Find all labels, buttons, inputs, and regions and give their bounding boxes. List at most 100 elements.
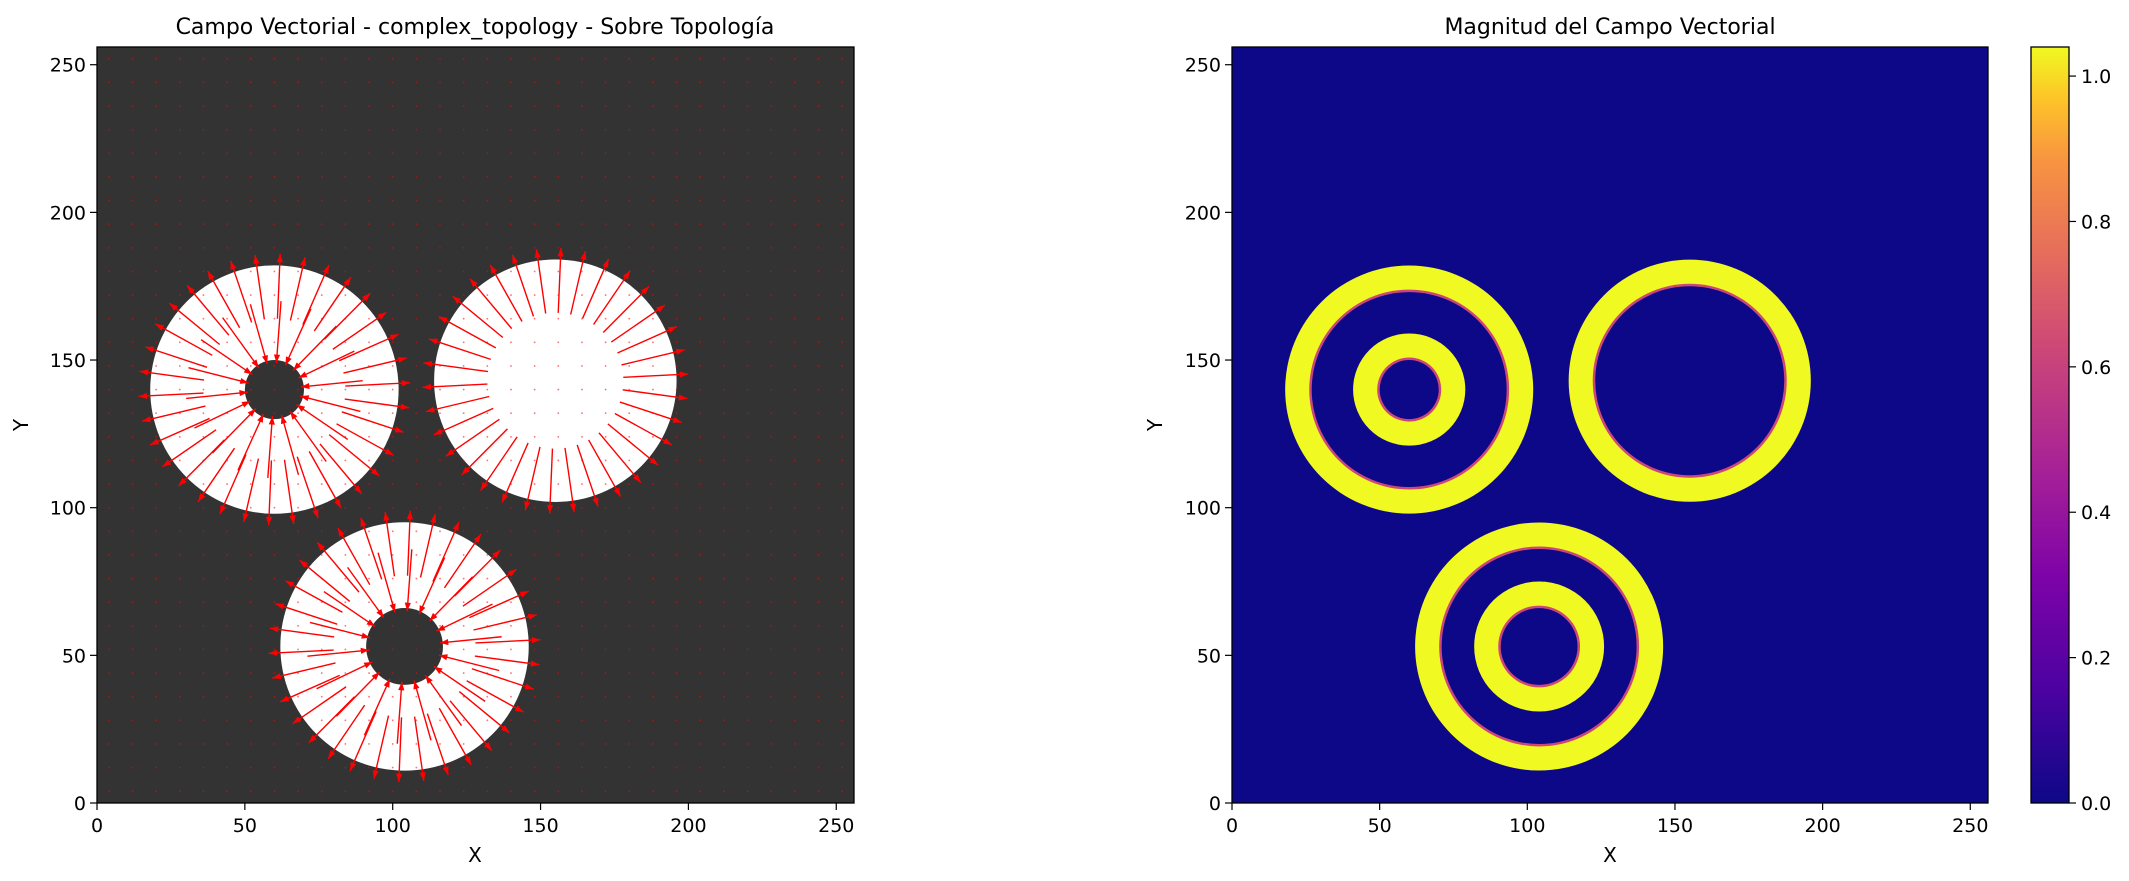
vector-dot <box>722 57 725 60</box>
vector-arrow <box>336 423 394 456</box>
vector-dot <box>131 246 134 249</box>
vector-arrow <box>471 668 534 690</box>
vector-dot <box>675 624 678 627</box>
vector-dot <box>178 81 181 84</box>
vector-dot <box>462 317 465 320</box>
vector-dot <box>320 246 323 249</box>
vector-dot <box>273 601 276 604</box>
quiver-x-tick-label: 150 <box>522 815 558 837</box>
vector-dot <box>746 695 749 698</box>
vector-dot <box>628 412 631 415</box>
vector-dot <box>462 577 465 580</box>
vector-dot <box>675 152 678 155</box>
vector-dot <box>581 270 583 273</box>
vector-dot <box>368 483 370 485</box>
vector-dot <box>462 435 465 438</box>
vector-dot <box>699 176 702 178</box>
vector-dot <box>557 199 560 202</box>
vector-dot <box>557 105 560 107</box>
vector-dot <box>581 483 583 485</box>
vector-dot <box>510 412 512 415</box>
vector-dot <box>841 577 844 580</box>
vector-dot <box>344 577 347 580</box>
vector-dot <box>486 483 489 485</box>
vector-dot <box>652 601 654 604</box>
vector-dot <box>557 223 560 226</box>
vector-arrow <box>576 444 599 507</box>
vector-dot <box>770 790 773 793</box>
vector-dot <box>107 459 110 462</box>
vector-dot <box>699 554 702 556</box>
vector-dot <box>557 719 560 722</box>
vector-dot <box>604 743 607 745</box>
vector-dot <box>439 483 441 485</box>
vector-arrow <box>273 301 282 364</box>
vector-dot <box>178 199 181 202</box>
vector-dot <box>344 199 347 202</box>
vector-dot <box>439 105 441 107</box>
vector-arrow <box>479 436 518 492</box>
vector-dot <box>652 506 654 509</box>
vector-dot <box>226 294 229 296</box>
vector-dot <box>604 105 607 107</box>
vector-dot <box>817 530 820 533</box>
vector-arrow <box>323 591 376 628</box>
vector-dot <box>770 412 773 415</box>
vector-dot <box>675 270 678 273</box>
vector-arrow <box>581 258 610 319</box>
vector-dot <box>699 790 702 793</box>
vector-dot <box>249 483 252 485</box>
vector-dot <box>107 435 110 438</box>
vector-dot <box>817 695 820 698</box>
vector-arrow <box>296 403 349 441</box>
vector-dot <box>675 199 678 202</box>
vector-dot <box>533 719 536 722</box>
vector-dot <box>557 530 560 533</box>
heatmap-y-tick-label: 50 <box>1197 645 1221 667</box>
quiver-y-tick-label: 50 <box>62 645 86 667</box>
vector-dot <box>462 81 465 84</box>
vector-arrow <box>602 285 650 333</box>
vector-dot <box>202 719 205 722</box>
vector-dot <box>675 601 678 604</box>
vector-dot <box>628 766 631 769</box>
vector-dot <box>107 176 110 178</box>
vector-arrow <box>534 249 547 314</box>
vector-dot <box>107 577 110 580</box>
vector-arrow <box>269 626 335 638</box>
vector-dot <box>273 199 276 202</box>
vector-dot <box>391 388 394 391</box>
vector-dot <box>462 57 465 60</box>
vector-dot <box>557 672 560 674</box>
vector-dot <box>320 270 323 273</box>
vector-dot <box>841 506 844 509</box>
vector-arrow <box>445 418 500 457</box>
vector-dot <box>391 648 394 651</box>
vector-dot <box>510 270 512 273</box>
vector-dot <box>273 388 276 391</box>
vector-dot <box>557 176 560 178</box>
vector-dot <box>746 719 749 722</box>
vector-dot <box>557 341 560 344</box>
vector-arrow <box>598 432 642 484</box>
vector-dot <box>746 388 749 391</box>
vector-dot <box>557 128 560 131</box>
vector-dot <box>439 388 441 391</box>
vector-dot <box>297 246 299 249</box>
vector-dot <box>510 695 512 698</box>
vector-dot <box>510 317 512 320</box>
vector-arrow <box>413 680 432 741</box>
vector-dot <box>368 743 370 745</box>
vector-dot <box>249 648 252 651</box>
vector-dot <box>770 388 773 391</box>
vector-dot <box>746 554 749 556</box>
vector-dot <box>652 624 654 627</box>
vector-dot <box>273 695 276 698</box>
vector-arrow <box>138 392 204 400</box>
vector-dot <box>368 672 370 674</box>
vector-dot <box>817 577 820 580</box>
vector-dot <box>202 743 205 745</box>
vector-dot <box>391 435 394 438</box>
vector-dot <box>155 128 158 131</box>
vector-dot <box>722 483 725 485</box>
